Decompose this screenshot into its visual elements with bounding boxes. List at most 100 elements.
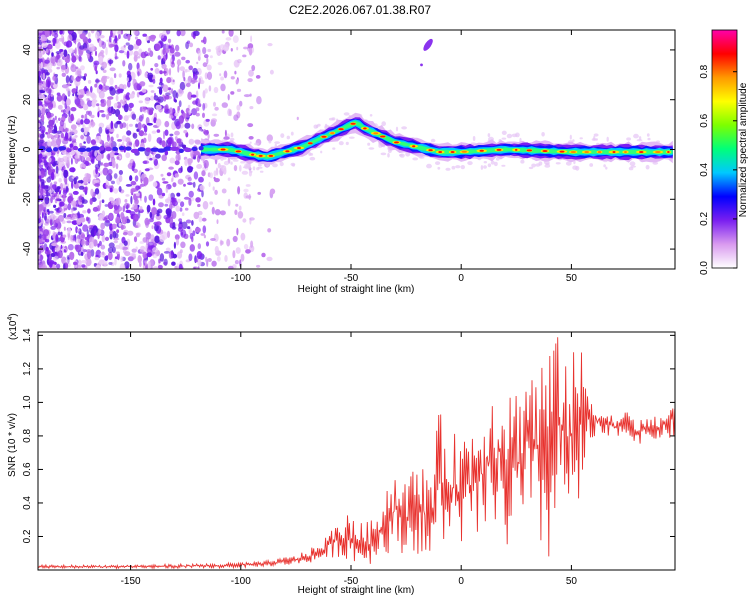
spectrogram-noise-speck [133,143,136,148]
spectrogram-noise-speck [209,201,214,205]
spectrogram-noise-speck [211,113,218,117]
spectrogram-noise-speck [133,50,139,57]
spectrogram-faint-speck [501,164,506,167]
spectrogram-noise-speck [201,189,204,198]
spectrogram-noise-speck [97,243,100,248]
spectrogram-noise-speck [227,198,231,207]
spectrogram-noise-speck [185,113,190,118]
spectrogram-noise-speck [69,251,75,261]
spectrogram-faint-speck [579,137,583,140]
spectrogram-noise-speck [92,206,99,212]
spectrogram-noise-speck [124,199,128,203]
spectrogram-faint-speck [555,162,561,165]
spectrogram-noise-speck [181,212,185,216]
spectrogram-noise-speck [198,176,204,183]
spectrogram-noise-speck [38,239,41,244]
spectrogram-noise-speck [152,253,158,259]
spectrogram-faint-speck [332,147,336,150]
spectrogram-noise-speck [57,250,63,259]
spectrogram-noise-speck [121,141,125,147]
spectrogram-noise-speck [160,173,164,177]
spectrogram-noise-speck [63,109,66,115]
spectrogram-noise-speck [177,88,183,97]
spectrogram-noise-speck [90,139,97,145]
spectrogram-noise-speck [174,99,177,103]
spectrogram-noise-speck [88,241,94,249]
spectrogram-faint-speck [603,164,606,168]
spectrogram-noise-speck [55,244,61,253]
spectrogram-noise-speck [128,62,133,71]
spectrogram-noise-speck [43,158,47,164]
spectrogram-noise-speck [177,64,180,73]
spectrogram-noise-speck [223,136,230,140]
spectrogram-noise-speck [192,67,198,75]
spectrogram-hot-red [428,149,433,152]
spectrogram-hot-red [350,122,356,125]
spectrogram-noise-speck [66,220,72,224]
spectrogram-faint-speck [626,137,631,141]
spectrogram-noise-speck [38,229,41,235]
spectrogram-hot-red [394,141,399,144]
spectrogram-noise-speck [77,92,81,96]
spectrogram-noise-speck [127,230,134,236]
spectrogram-noise-speck [120,211,125,220]
spectrogram-faint-speck [381,121,387,127]
spectrogram-noise-speck [41,107,46,116]
spectrogram-noise-speck [101,199,105,203]
spectrogram-noise-speck [186,226,191,230]
spectrogram-noise-speck [76,103,80,107]
spectrogram-noise-speck [142,132,148,136]
spectrogram-noise-speck [99,200,102,209]
spectrogram-noise-speck [181,221,188,230]
spectrogram-noise-speck [53,181,58,185]
spectrogram-faint-speck [636,139,643,142]
spectrogram-noise-speck [175,205,180,212]
spectrogram-hot-red [639,151,644,153]
spectrogram-noise-speck [154,68,160,74]
spectrogram-noise-speck [68,155,72,159]
spectrogram-noise-speck [86,156,91,161]
spectrogram-noise-speck [196,61,199,65]
spectrogram-noise-speck [63,166,66,170]
spectrogram-noise-speck [171,261,176,266]
spectrogram-noise-speck [63,212,67,219]
spectrogram-noise-speck [60,132,65,139]
spectrogram-noise-speck [224,255,228,262]
spectrogram-noise-speck [182,70,185,79]
spectrogram-noise-speck [206,64,212,71]
spectrogram-noise-speck [145,117,150,125]
spectrogram-noise-speck [211,260,217,267]
spectrogram-noise-speck [127,114,131,118]
spectrogram-ridge-blob [125,146,132,151]
spectrogram-faint-speck [437,166,441,170]
spectrogram-noise-speck [203,130,209,136]
spectrogram-noise-speck [71,55,77,63]
spectrogram-faint-speck [531,163,536,168]
spectrogram-faint-speck [483,165,487,169]
spectrogram-noise-speck [213,178,220,183]
spectrogram-noise-speck [45,131,48,135]
spectrogram-noise-speck [256,96,262,105]
spectrogram-faint-speck [249,170,253,173]
spectrogram-noise-speck [186,158,193,165]
spectrogram-noise-speck [187,166,193,173]
spectrogram-noise-speck [203,36,207,45]
spectrogram-ridge-blob [105,146,112,152]
spectrogram-noise-speck [174,234,180,240]
spectrogram-noise-speck [52,75,57,82]
snr-scale-factor: (x104) [7,313,19,340]
spectrogram-noise-speck [98,228,102,235]
spectrogram-noise-speck [243,94,251,98]
spectrogram-faint-speck [501,137,507,140]
spectrogram-noise-speck [90,188,94,197]
spectrogram-noise-speck [147,241,154,250]
spectrogram-noise-speck [90,30,95,34]
spectrogram-faint-speck [412,157,419,161]
spectrogram-faint-speck [256,167,260,171]
spectrogram-ridge-blob [198,146,204,151]
spectrogram-noise-speck [164,120,170,128]
spectrogram-noise-speck [38,70,41,77]
spectrogram-noise-speck [167,38,172,44]
snr-y-tick-label: 1.0 [22,395,33,409]
spectrogram-noise-speck [162,84,169,93]
